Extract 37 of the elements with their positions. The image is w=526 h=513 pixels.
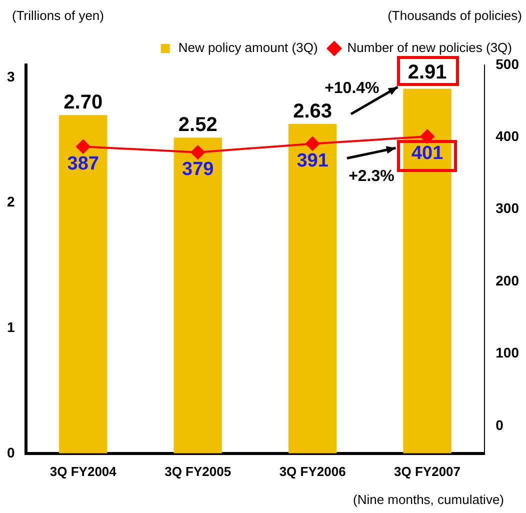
- data-label: 2.52: [178, 114, 218, 136]
- data-label: 2.70: [64, 92, 103, 114]
- y2-axis-title: (Thousands of policies): [388, 8, 522, 24]
- data-label: 391: [296, 150, 329, 172]
- y2-tick-label: 400: [496, 128, 520, 144]
- x-tick-label: 3Q FY2006: [279, 464, 346, 479]
- bar: [174, 138, 222, 454]
- y-tick-label: 0: [6, 444, 15, 460]
- x-tick-label: 3Q FY2005: [164, 464, 232, 479]
- bar: [403, 88, 452, 454]
- point: [190, 145, 205, 160]
- y2-tick-label: 100: [496, 344, 520, 361]
- data-label: 2.63: [293, 100, 332, 122]
- data-label: 379: [182, 159, 214, 180]
- data-label: 2.91: [408, 61, 447, 84]
- data-label: 401: [411, 143, 444, 164]
- point: [76, 140, 90, 154]
- y-tick-label: 1: [6, 318, 15, 335]
- annotation: +2.3%: [348, 168, 394, 186]
- x-tick-label: 3Q FY2004: [50, 464, 118, 479]
- bar: [288, 124, 337, 454]
- point: [420, 129, 434, 144]
- y-tick-label: 2: [6, 194, 15, 210]
- y2-tick-label: 200: [496, 272, 520, 288]
- point: [306, 136, 320, 151]
- legend-label: New policy amount (3Q): [178, 40, 318, 56]
- y2-tick-label: 0: [496, 416, 504, 433]
- y2-tick-label: 300: [496, 200, 520, 216]
- y-axis-title: (Trillions of yen): [12, 8, 104, 24]
- legend-label: Number of new policies (3Q): [347, 40, 512, 56]
- y-tick-label: 3: [6, 68, 15, 84]
- x-tick-label: 3Q FY2007: [394, 464, 461, 479]
- data-label: 387: [67, 153, 99, 174]
- y2-tick-label: 500: [496, 56, 520, 72]
- text: (Nine months, cumulative): [353, 492, 504, 507]
- bar: [59, 115, 108, 454]
- annotation: +10.4%: [324, 80, 380, 98]
